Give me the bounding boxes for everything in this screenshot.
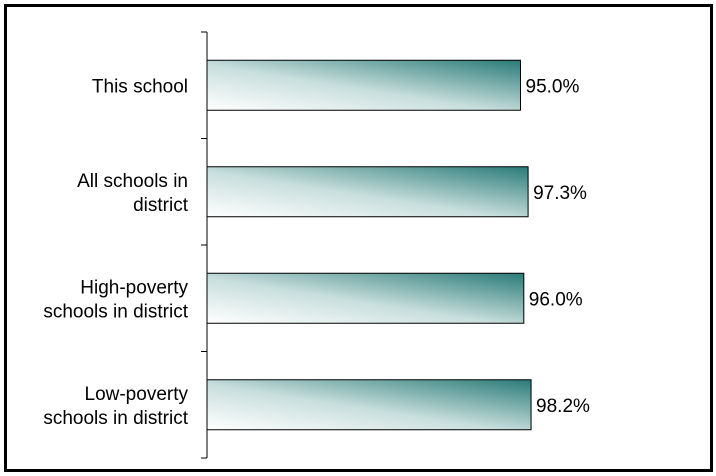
- bar: [206, 166, 529, 218]
- category-label: This school: [92, 76, 188, 97]
- bar: [206, 272, 525, 324]
- category-label: district: [133, 195, 189, 216]
- bar: [206, 59, 521, 111]
- bar: [206, 379, 532, 431]
- category-label: Low-poverty: [85, 384, 189, 405]
- data-label: 95.0%: [526, 76, 580, 97]
- data-label: 98.2%: [536, 396, 590, 417]
- category-label: All schools in: [77, 171, 188, 192]
- category-label: High-poverty: [80, 277, 188, 298]
- data-label: 96.0%: [529, 289, 583, 310]
- data-label: 97.3%: [533, 183, 587, 204]
- category-label: schools in district: [43, 408, 188, 429]
- category-label: schools in district: [43, 301, 188, 322]
